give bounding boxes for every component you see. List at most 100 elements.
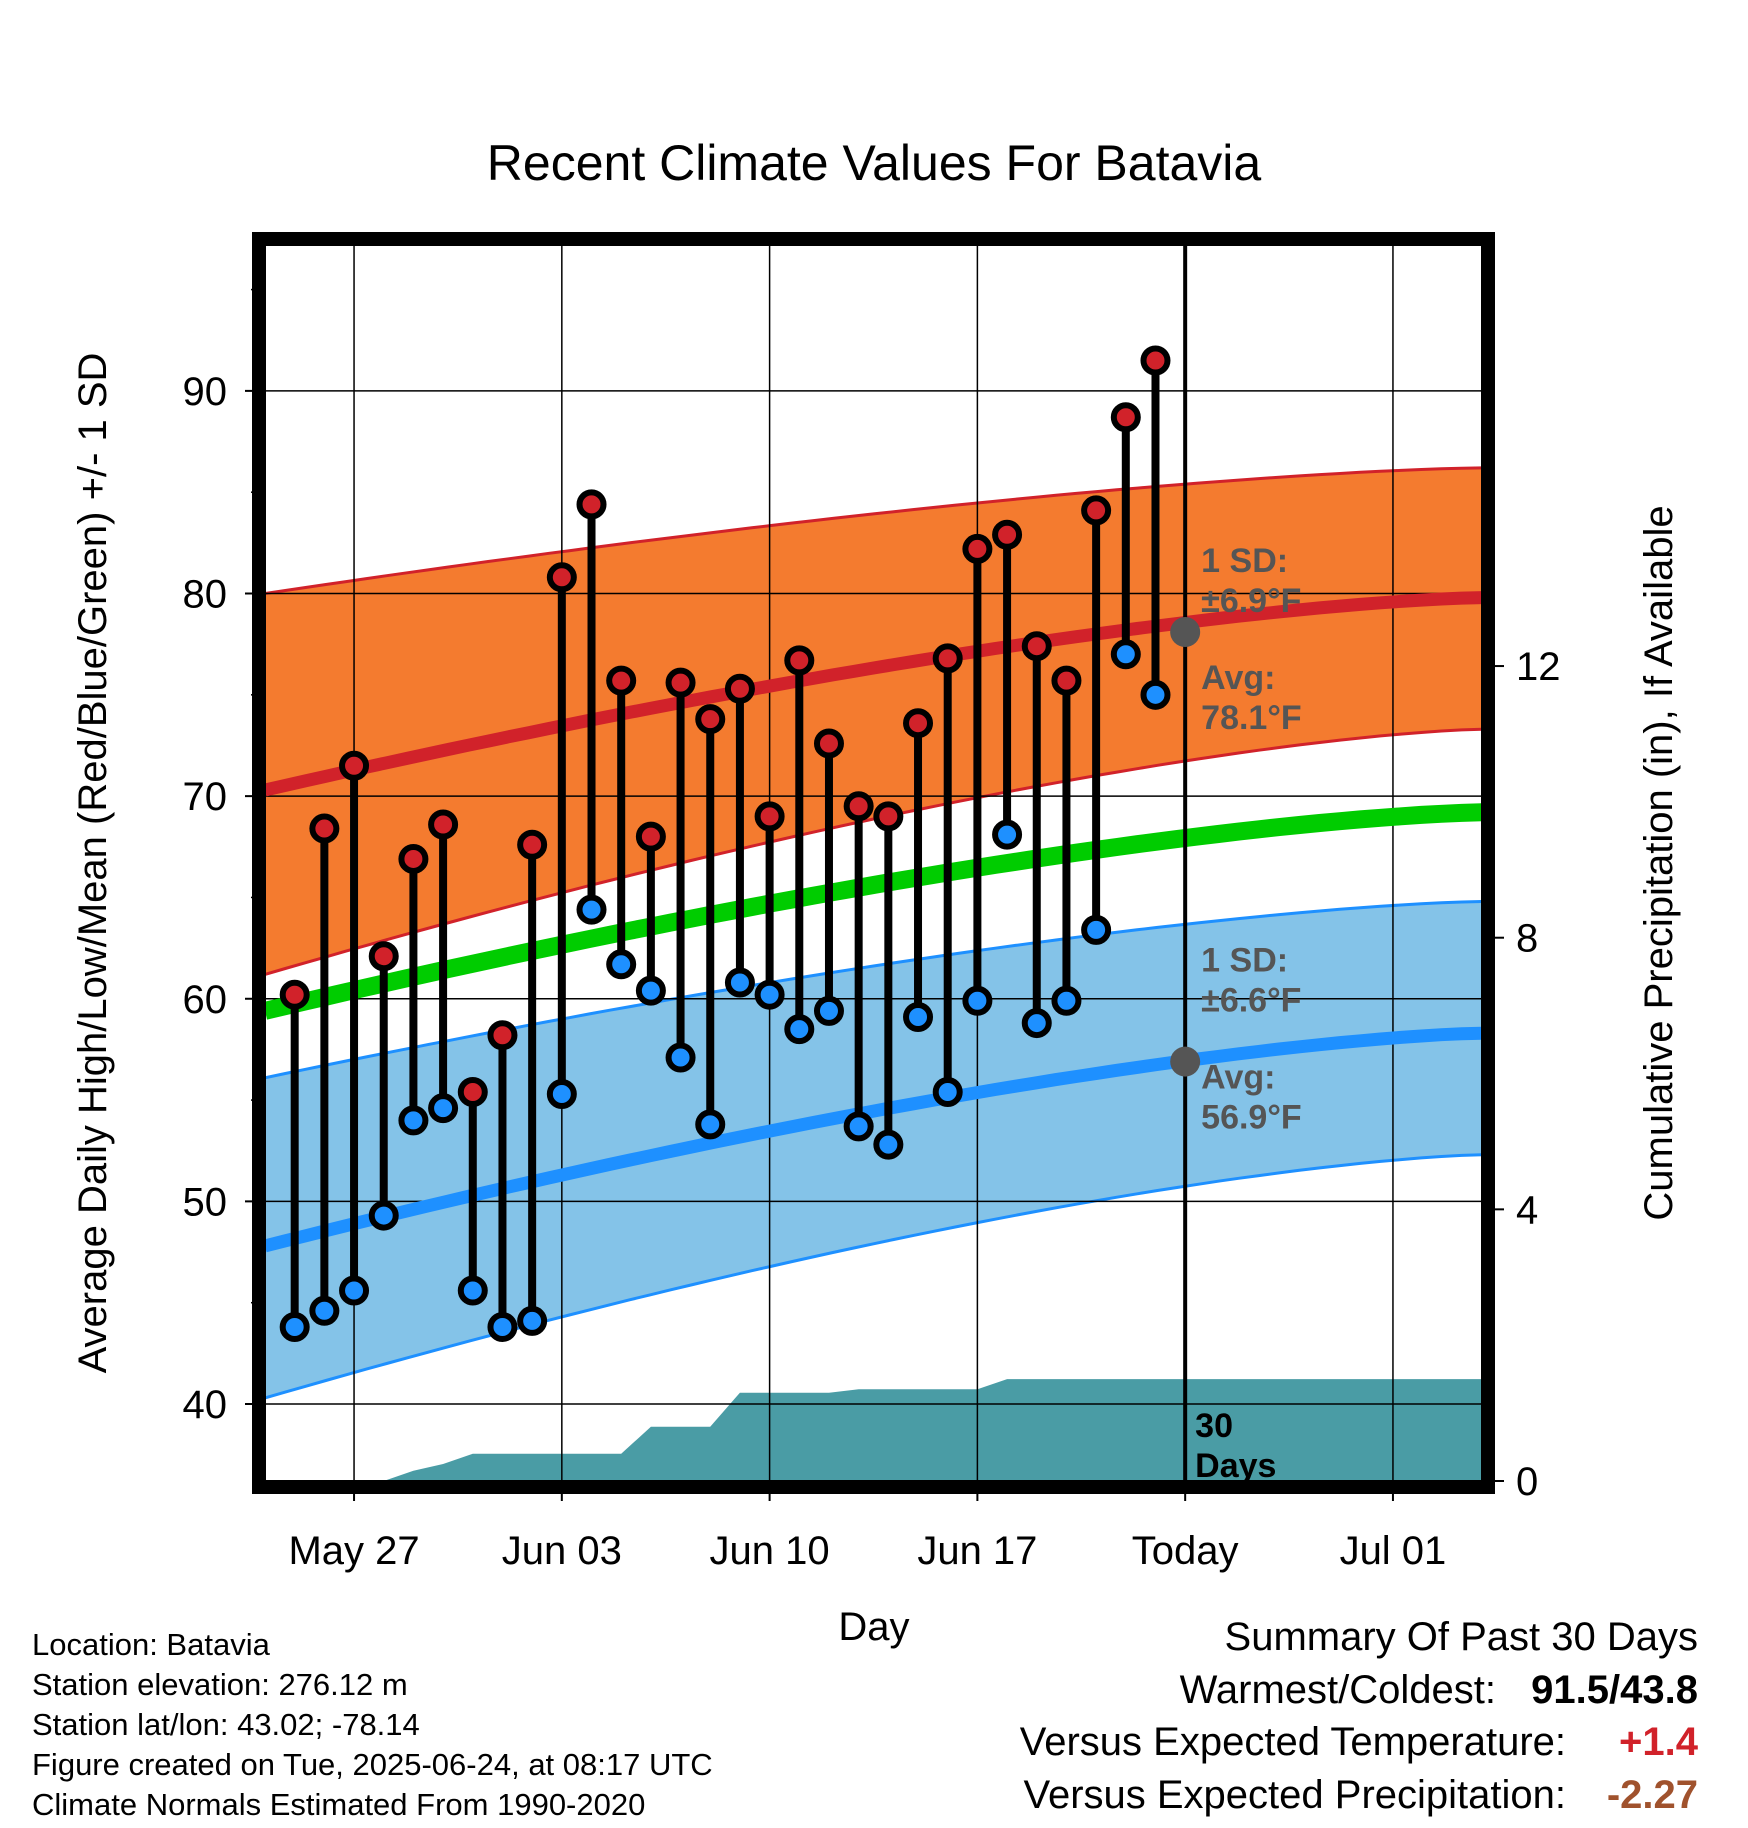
daily-low-point: [962, 985, 993, 1016]
y-left-tick-label: 60: [183, 978, 228, 1022]
daily-low-point: [784, 1014, 815, 1045]
precip-area: [265, 1379, 1482, 1481]
y-left-tick-label: 80: [183, 573, 228, 617]
summary-temp-label: Versus Expected Temperature:: [1020, 1720, 1566, 1764]
x-tick-label: Jun 10: [710, 1529, 830, 1573]
daily-low-point: [903, 1001, 934, 1032]
daily-low-point: [813, 995, 844, 1026]
daily-low-point: [606, 949, 637, 980]
summary-warmest-coldest-value: 91.5/43.8: [1531, 1668, 1698, 1712]
y-right-tick-label: 12: [1516, 645, 1561, 689]
y-left-tick-label: 70: [183, 775, 228, 819]
precip-days-label: 30: [1195, 1407, 1233, 1445]
low-sd-lower-edge: [265, 1153, 1482, 1400]
info-elevation: Station elevation: 276.12 m: [32, 1667, 408, 1702]
x-axis-label: Day: [838, 1605, 909, 1649]
info-location: Location: Batavia: [32, 1627, 271, 1662]
x-tick-label-today: Today: [1132, 1529, 1239, 1573]
daily-low-point: [1051, 985, 1082, 1016]
daily-high-point: [457, 1076, 488, 1107]
daily-low-point: [932, 1076, 963, 1107]
daily-high-point: [754, 801, 785, 832]
daily-high-point: [873, 801, 904, 832]
daily-high-point: [517, 829, 548, 860]
y-left-tick-label: 90: [183, 370, 228, 414]
y-axis-right-label: Cumulative Precipitation (in), If Availa…: [1637, 505, 1681, 1220]
low-sd-value: ±6.6°F: [1201, 982, 1301, 1020]
y-right-tick-label: 0: [1516, 1460, 1538, 1504]
high-avg-today-marker: [1170, 617, 1201, 648]
high-avg-label: Avg:: [1201, 659, 1275, 697]
daily-low-point: [368, 1200, 399, 1231]
low-sd-label: 1 SD:: [1201, 942, 1288, 980]
high-normal-line: [265, 591, 1482, 797]
daily-low-point: [724, 967, 755, 998]
daily-high-point: [606, 665, 637, 696]
daily-low-point: [457, 1275, 488, 1306]
daily-high-point: [992, 519, 1023, 550]
daily-high-point: [635, 821, 666, 852]
daily-high-point: [428, 809, 459, 840]
daily-low-point: [398, 1105, 429, 1136]
high-sd-value: ±6.9°F: [1201, 582, 1301, 620]
daily-low-point: [428, 1093, 459, 1124]
y-left-tick-label: 50: [183, 1180, 228, 1224]
x-tick-label: Jul 01: [1340, 1529, 1447, 1573]
daily-high-point: [398, 843, 429, 874]
daily-low-point: [1021, 1008, 1052, 1039]
x-tick-label: Jun 17: [917, 1529, 1037, 1573]
y-left-tick-label: 40: [183, 1383, 228, 1427]
info-normals: Climate Normals Estimated From 1990-2020: [32, 1787, 645, 1822]
low-normal-line: [265, 1026, 1482, 1253]
daily-low-point: [1110, 639, 1141, 670]
high-sd-lower-edge: [265, 727, 1482, 976]
daily-high-point: [695, 704, 726, 735]
summary-warmest-coldest-label: Warmest/Coldest:: [1180, 1668, 1496, 1712]
daily-low-point: [576, 894, 607, 925]
daily-high-point: [962, 533, 993, 564]
daily-high-point: [576, 489, 607, 520]
low-avg-value: 56.9°F: [1201, 1099, 1302, 1137]
daily-high-point: [932, 643, 963, 674]
daily-low-point: [873, 1129, 904, 1160]
daily-high-point: [813, 728, 844, 759]
summary-precip-label: Versus Expected Precipitation:: [1023, 1773, 1566, 1817]
daily-high-point: [843, 791, 874, 822]
high-sd-band: [265, 467, 1482, 975]
daily-low-point: [992, 819, 1023, 850]
summary-temp-value: +1.4: [1619, 1720, 1699, 1764]
low-avg-label: Avg:: [1201, 1059, 1275, 1097]
daily-high-point: [1021, 631, 1052, 662]
daily-high-point: [724, 673, 755, 704]
high-sd-label: 1 SD:: [1201, 542, 1288, 580]
daily-high-point: [546, 562, 577, 593]
y-axis-left-label: Average Daily High/Low/Mean (Red/Blue/Gr…: [71, 353, 115, 1374]
daily-low-point: [279, 1312, 310, 1343]
y-right-tick-label: 4: [1516, 1188, 1538, 1232]
daily-low-point: [843, 1111, 874, 1142]
x-tick-label: Jun 03: [502, 1529, 622, 1573]
daily-low-point: [665, 1042, 696, 1073]
daily-high-point: [1110, 402, 1141, 433]
daily-high-point: [903, 708, 934, 739]
plot-frame: [252, 232, 1495, 1494]
daily-high-point: [1140, 345, 1171, 376]
summary-title: Summary Of Past 30 Days: [1225, 1615, 1698, 1659]
daily-high-point: [309, 813, 340, 844]
daily-high-point: [784, 645, 815, 676]
daily-low-point: [1140, 679, 1171, 710]
daily-low-point: [754, 979, 785, 1010]
daily-low-point: [339, 1275, 370, 1306]
x-tick-label: May 27: [288, 1529, 419, 1573]
precip-days-label-2: Days: [1195, 1447, 1276, 1485]
info-created: Figure created on Tue, 2025-06-24, at 08…: [32, 1747, 713, 1782]
daily-low-point: [309, 1295, 340, 1326]
summary-precip-value: -2.27: [1607, 1773, 1698, 1817]
daily-high-point: [1081, 495, 1112, 526]
daily-low-point: [695, 1109, 726, 1140]
daily-high-point: [368, 941, 399, 972]
high-sd-upper-edge: [265, 466, 1482, 595]
daily-low-point: [517, 1305, 548, 1336]
